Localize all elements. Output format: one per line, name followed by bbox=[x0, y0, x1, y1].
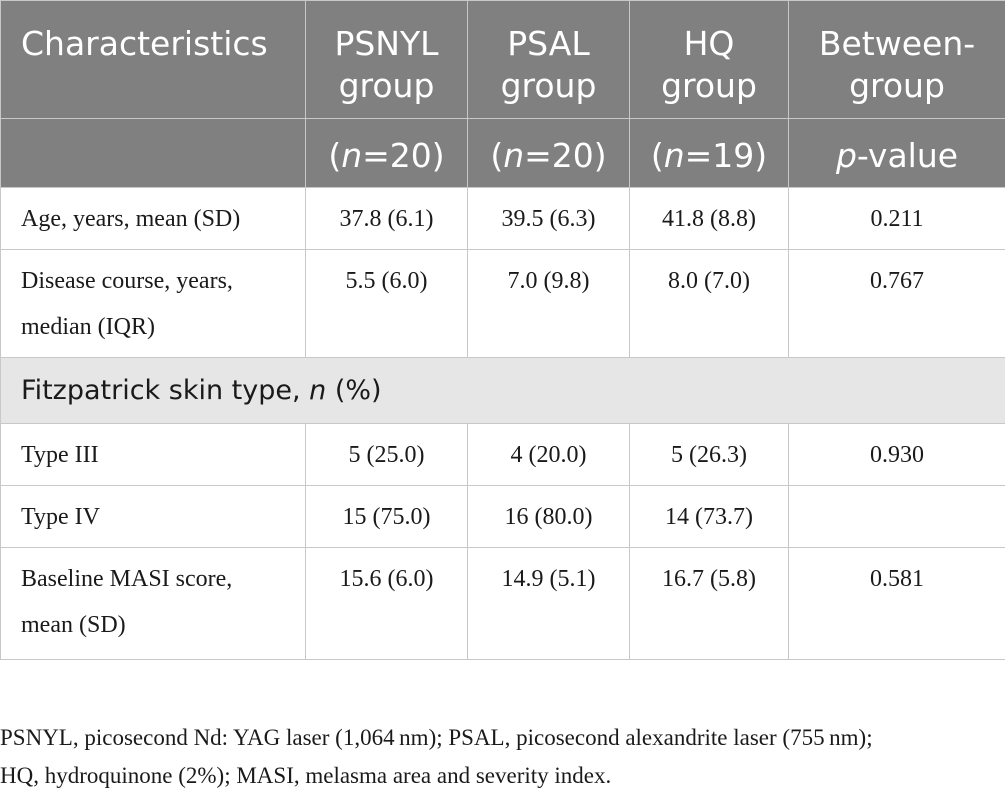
header-psal-n: (n=20) bbox=[467, 118, 630, 188]
header-psal-line2: group bbox=[500, 66, 597, 105]
header-hq-group: HQ group bbox=[629, 0, 789, 119]
psnyl-cell: 5.5 (6.0) bbox=[305, 249, 468, 358]
header-hq-line1: HQ bbox=[683, 24, 735, 63]
p-value-cell: 0.211 bbox=[788, 187, 1005, 250]
psal-cell: 4 (20.0) bbox=[467, 423, 630, 486]
header-p-value: p-value bbox=[788, 118, 1005, 188]
header-row-counts: (n=20) (n=20) (n=19) p-value bbox=[0, 118, 1005, 188]
p-value-cell: 0.930 bbox=[788, 423, 1005, 486]
table-row: Type IV 15 (75.0) 16 (80.0) 14 (73.7) bbox=[0, 485, 1005, 548]
header-between-line2: group bbox=[849, 66, 945, 105]
header-characteristics-text: Characteristics bbox=[21, 24, 268, 63]
row-label: Type III bbox=[0, 423, 306, 486]
table-row: Disease course, years, median (IQR) 5.5 … bbox=[0, 249, 1005, 358]
row-label: Disease course, years, median (IQR) bbox=[0, 249, 306, 358]
row-label: Baseline MASI score, mean (SD) bbox=[0, 547, 306, 660]
hq-cell: 8.0 (7.0) bbox=[629, 249, 789, 358]
psal-n-value: 20 bbox=[551, 136, 594, 175]
header-between-line1: Between- bbox=[818, 24, 976, 63]
header-psnyl-line2: group bbox=[338, 66, 435, 105]
header-characteristics: Characteristics bbox=[0, 0, 306, 119]
footnote-line2: HQ, hydroquinone (2%); MASI, melasma are… bbox=[0, 763, 612, 788]
header-blank-cell bbox=[0, 118, 306, 188]
psnyl-n-value: 20 bbox=[389, 136, 432, 175]
row-label: Age, years, mean (SD) bbox=[0, 187, 306, 250]
psnyl-cell: 15.6 (6.0) bbox=[305, 547, 468, 660]
characteristics-table: Characteristics PSNYL group PSAL group H… bbox=[0, 0, 1005, 660]
psal-cell: 39.5 (6.3) bbox=[467, 187, 630, 250]
header-psnyl-group: PSNYL group bbox=[305, 0, 468, 119]
hq-cell: 41.8 (8.8) bbox=[629, 187, 789, 250]
row-label: Type IV bbox=[0, 485, 306, 548]
header-psnyl-line1: PSNYL bbox=[334, 24, 439, 63]
header-hq-line2: group bbox=[661, 66, 757, 105]
table-row: Age, years, mean (SD) 37.8 (6.1) 39.5 (6… bbox=[0, 187, 1005, 250]
psal-cell: 14.9 (5.1) bbox=[467, 547, 630, 660]
header-psal-line1: PSAL bbox=[507, 24, 590, 63]
header-between-group: Between- group bbox=[788, 0, 1005, 119]
hq-cell: 5 (26.3) bbox=[629, 423, 789, 486]
hq-n-value: 19 bbox=[712, 136, 755, 175]
header-row-labels: Characteristics PSNYL group PSAL group H… bbox=[0, 0, 1005, 119]
section-row-fitzpatrick: Fitzpatrick skin type, n (%) bbox=[0, 357, 1005, 424]
table-footnote: PSNYL, picosecond Nd: YAG laser (1,064 n… bbox=[0, 719, 1005, 795]
psnyl-cell: 37.8 (6.1) bbox=[305, 187, 468, 250]
p-value-cell bbox=[788, 485, 1005, 548]
footnote-line1: PSNYL, picosecond Nd: YAG laser (1,064 n… bbox=[0, 725, 873, 750]
hq-cell: 16.7 (5.8) bbox=[629, 547, 789, 660]
psal-cell: 7.0 (9.8) bbox=[467, 249, 630, 358]
p-value-cell: 0.767 bbox=[788, 249, 1005, 358]
p-value-cell: 0.581 bbox=[788, 547, 1005, 660]
table-row: Baseline MASI score, mean (SD) 15.6 (6.0… bbox=[0, 547, 1005, 660]
header-psal-group: PSAL group bbox=[467, 0, 630, 119]
header-psnyl-n: (n=20) bbox=[305, 118, 468, 188]
hq-cell: 14 (73.7) bbox=[629, 485, 789, 548]
psnyl-cell: 5 (25.0) bbox=[305, 423, 468, 486]
psal-cell: 16 (80.0) bbox=[467, 485, 630, 548]
table-row: Type III 5 (25.0) 4 (20.0) 5 (26.3) 0.93… bbox=[0, 423, 1005, 486]
psnyl-cell: 15 (75.0) bbox=[305, 485, 468, 548]
header-hq-n: (n=19) bbox=[629, 118, 789, 188]
section-heading: Fitzpatrick skin type, n (%) bbox=[0, 357, 1005, 424]
